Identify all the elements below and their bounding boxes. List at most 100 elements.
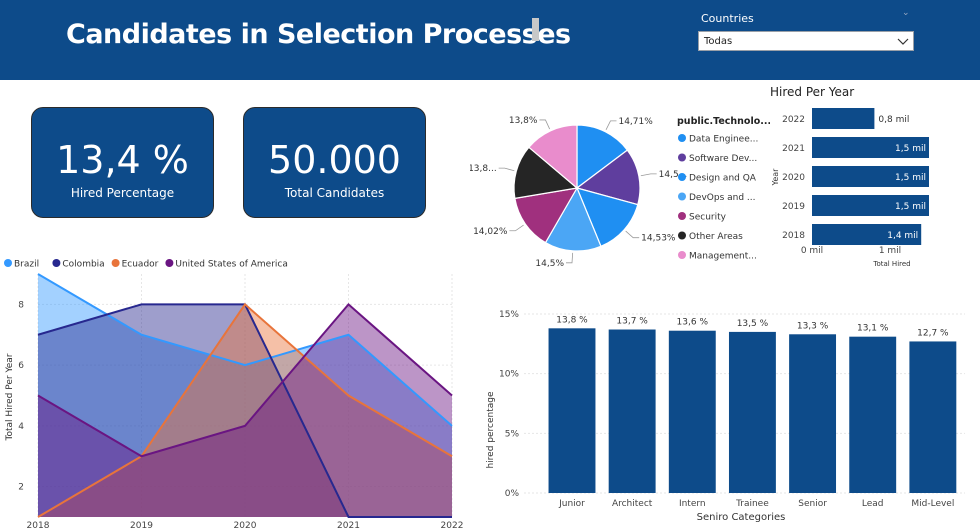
legend-swatch xyxy=(678,251,686,259)
y-tick-label: 4 xyxy=(18,422,24,432)
seniority-bar[interactable] xyxy=(608,329,656,493)
year-bar-value: 1,5 mil xyxy=(895,144,926,154)
x-tick-label: 2020 xyxy=(234,521,257,529)
pie-slice[interactable] xyxy=(544,186,602,252)
pie-leader-line xyxy=(539,119,551,130)
area-fill[interactable] xyxy=(38,304,452,517)
x-tick-label: Senior xyxy=(798,499,827,509)
pie-slice[interactable] xyxy=(576,124,629,190)
hired-percentage-card: 13,4 % Hired Percentage xyxy=(31,107,214,218)
year-bar-value: 1,5 mil xyxy=(895,173,926,183)
year-label: 2019 xyxy=(782,202,805,212)
countries-filter-label: Countries xyxy=(701,12,754,25)
legend-swatch xyxy=(111,259,120,267)
pie-slice[interactable] xyxy=(575,149,641,206)
legend-item-label[interactable]: Brazil xyxy=(14,260,39,270)
seniority-bar-value: 13,5 % xyxy=(737,319,769,329)
hired-per-year-x-axis-label: Total Hired xyxy=(872,260,910,268)
y-tick-label: 15% xyxy=(499,310,519,320)
area-y-axis-label: Total Hired Per Year xyxy=(5,353,15,441)
x-tick-label: 2019 xyxy=(130,521,153,529)
seniority-bar[interactable] xyxy=(789,334,837,493)
legend-item-label[interactable]: Software Dev... xyxy=(689,154,757,164)
total-candidates-card: 50.000 Total Candidates xyxy=(243,107,426,218)
legend-swatch xyxy=(4,259,12,267)
area-fill[interactable] xyxy=(38,304,452,517)
legend-item-label[interactable]: Design and QA xyxy=(689,174,757,184)
pie-slice[interactable] xyxy=(528,124,578,190)
countries-dropdown[interactable]: Todas xyxy=(698,31,914,51)
legend-swatch xyxy=(678,153,686,162)
pie-slice[interactable] xyxy=(514,187,579,244)
pie-leader-line xyxy=(498,167,515,172)
filter-collapse-icon[interactable]: ⌄ xyxy=(902,8,910,18)
year-label: 2022 xyxy=(782,115,805,125)
year-bar[interactable] xyxy=(812,195,929,216)
x-tick-label: 1 mil xyxy=(879,246,901,256)
area-fill[interactable] xyxy=(38,304,452,517)
year-bar-value: 1,5 mil xyxy=(895,202,926,212)
countries-dropdown-value: Todas xyxy=(704,36,733,47)
pie-slice[interactable] xyxy=(575,187,639,248)
y-tick-label: 8 xyxy=(18,300,24,310)
pie-slice-label: 13,8% xyxy=(509,116,538,126)
legend-item-label[interactable]: Management... xyxy=(689,252,757,262)
seniority-bar-value: 13,6 % xyxy=(677,318,709,328)
seniority-bar-value: 13,8 % xyxy=(556,315,588,325)
y-tick-label: 10% xyxy=(499,370,519,380)
seniority-bar-value: 13,1 % xyxy=(857,324,889,334)
x-tick-label: Lead xyxy=(862,499,884,509)
area-line[interactable] xyxy=(37,302,453,518)
x-tick-label: 2021 xyxy=(337,521,360,529)
legend-item-label[interactable]: Colombia xyxy=(62,260,104,270)
chevron-down-icon xyxy=(897,38,909,45)
year-bar[interactable] xyxy=(812,224,922,245)
year-label: 2021 xyxy=(782,144,805,154)
year-bar-value: 0,8 mil xyxy=(878,115,909,125)
pie-slice-label: 14,5... xyxy=(659,170,688,180)
legend-item-label[interactable]: Data Enginee... xyxy=(689,135,758,145)
header-bar: Candidates in Selection Processes Countr… xyxy=(0,0,980,80)
x-tick-label: 0 mil xyxy=(801,246,823,256)
pie-leader-line xyxy=(566,252,574,264)
legend-item-label[interactable]: United States of America xyxy=(175,260,287,270)
hired-per-year-area-chart[interactable]: Brazil Colombia Ecuador United States of Am… xyxy=(0,252,470,529)
pie-slice-label: 14,53% xyxy=(641,234,676,244)
page-title: Candidates in Selection Processes xyxy=(66,19,571,50)
year-bar[interactable] xyxy=(812,137,929,158)
pie-slice[interactable] xyxy=(513,146,579,200)
hired-per-year-title: Hired Per Year xyxy=(770,85,854,99)
area-line[interactable] xyxy=(37,302,453,458)
legend-swatch xyxy=(678,231,686,240)
legend-item-label[interactable]: Other Areas xyxy=(689,232,743,242)
year-bar[interactable] xyxy=(812,166,929,187)
year-bar-value: 1,4 mil xyxy=(887,231,918,241)
x-tick-label: Intern xyxy=(679,499,706,509)
year-label: 2018 xyxy=(782,231,805,241)
seniority-bar[interactable] xyxy=(548,328,596,493)
total-candidates-value: 50.000 xyxy=(268,138,401,182)
year-bar[interactable] xyxy=(812,108,875,129)
seniority-bar[interactable] xyxy=(728,331,776,493)
seniority-bar-chart[interactable]: 0% 5% 10% 15% 13,8 % Junior 13,7 % Architect 13… xyxy=(480,300,980,529)
legend-item-label[interactable]: Security xyxy=(689,213,727,223)
legend-item-label[interactable]: Ecuador xyxy=(122,260,159,270)
total-candidates-label: Total Candidates xyxy=(284,186,385,200)
technology-pie-chart[interactable]: 14,71% 14,5... 14,53% 14,5% 14,02% 13,8... 13,… xyxy=(470,100,770,275)
legend-swatch xyxy=(165,259,174,267)
pie-slice-label: 13,8... xyxy=(470,164,497,174)
seniority-bar[interactable] xyxy=(849,336,897,493)
seniority-bar[interactable] xyxy=(909,341,957,493)
legend-item-label[interactable]: DevOps and ... xyxy=(689,193,756,203)
hired-per-year-chart[interactable]: Hired Per Year Year Total Hired 2022 0,8 … xyxy=(765,82,980,272)
y-tick-label: 6 xyxy=(18,361,24,371)
seniority-y-axis-label: hired percentage xyxy=(486,391,496,469)
seniority-bar-value: 13,3 % xyxy=(797,321,829,331)
x-tick-label: Junior xyxy=(558,499,585,509)
seniority-bar[interactable] xyxy=(668,330,716,493)
hired-per-year-y-axis-label: Year xyxy=(771,168,780,187)
y-tick-label: 2 xyxy=(18,483,24,493)
seniority-bar-value: 12,7 % xyxy=(917,328,949,338)
pie-legend-title: public.Technolo... xyxy=(677,116,770,127)
x-tick-label: Trainee xyxy=(735,499,769,509)
